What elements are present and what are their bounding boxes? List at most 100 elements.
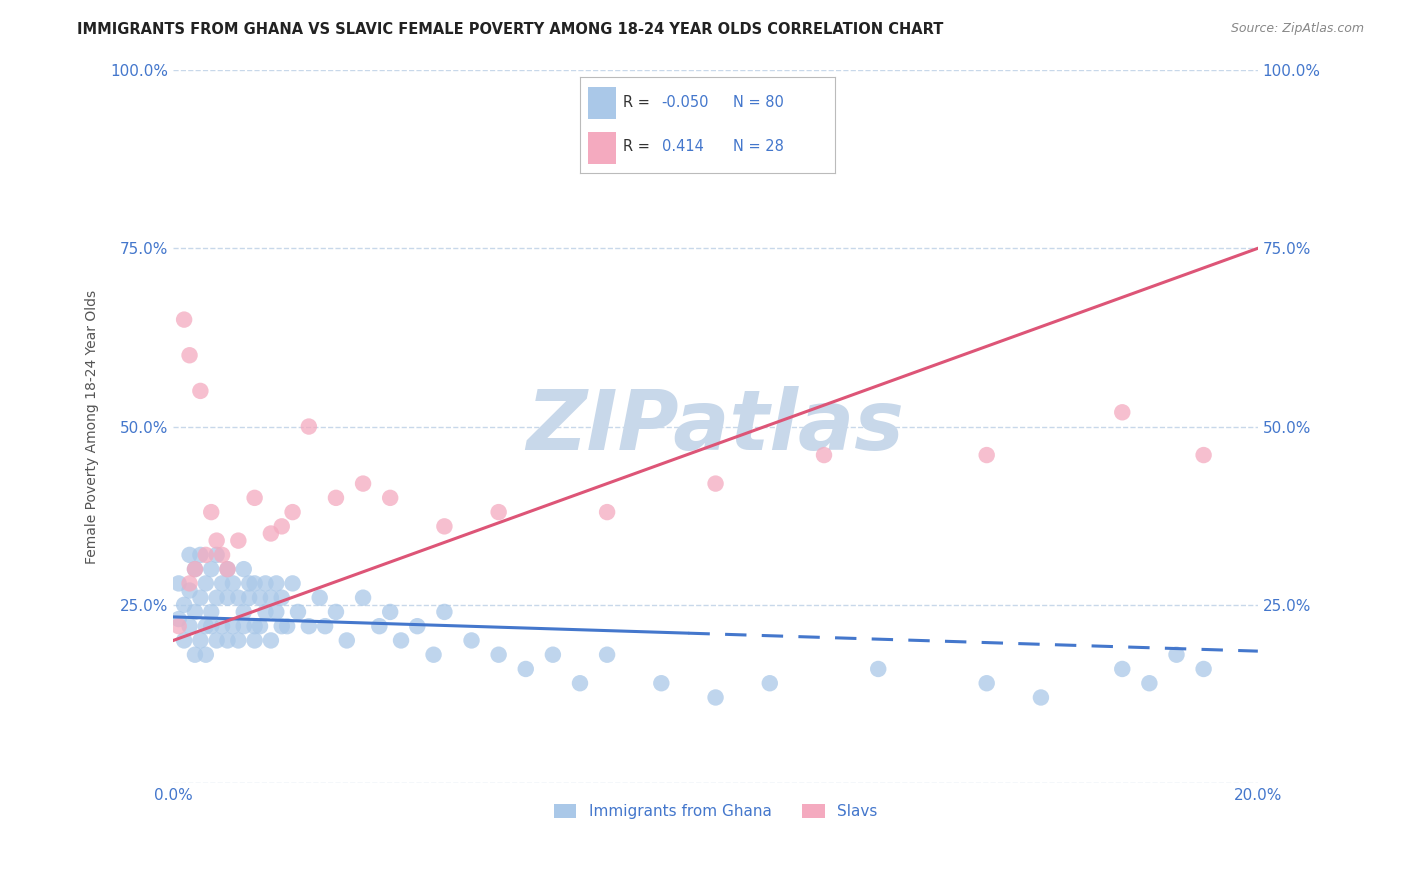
Point xyxy=(270,519,292,533)
Point xyxy=(1111,662,1133,676)
Point xyxy=(260,526,283,541)
Point xyxy=(298,619,321,633)
Point xyxy=(211,548,233,562)
Point xyxy=(352,591,374,605)
Point xyxy=(488,505,510,519)
Y-axis label: Female Poverty Among 18-24 Year Olds: Female Poverty Among 18-24 Year Olds xyxy=(86,290,100,564)
Point xyxy=(222,619,245,633)
Point xyxy=(184,562,207,576)
Point xyxy=(650,676,672,690)
Point xyxy=(1192,662,1215,676)
Point xyxy=(281,576,304,591)
Point xyxy=(1166,648,1188,662)
Point xyxy=(1029,690,1052,705)
Point xyxy=(232,562,254,576)
Point xyxy=(179,348,201,362)
Point xyxy=(200,619,222,633)
Point xyxy=(243,633,266,648)
Point xyxy=(243,576,266,591)
Point xyxy=(249,591,271,605)
Point xyxy=(704,476,727,491)
Point xyxy=(184,605,207,619)
Point xyxy=(211,576,233,591)
Point xyxy=(380,491,402,505)
Point xyxy=(194,576,217,591)
Point xyxy=(190,548,212,562)
Point xyxy=(976,448,998,462)
Point xyxy=(205,548,228,562)
Point xyxy=(422,648,444,662)
Point xyxy=(194,648,217,662)
Point xyxy=(232,605,254,619)
Text: IMMIGRANTS FROM GHANA VS SLAVIC FEMALE POVERTY AMONG 18-24 YEAR OLDS CORRELATION: IMMIGRANTS FROM GHANA VS SLAVIC FEMALE P… xyxy=(77,22,943,37)
Point xyxy=(228,633,250,648)
Point xyxy=(325,605,347,619)
Point xyxy=(217,633,239,648)
Point xyxy=(541,648,564,662)
Point xyxy=(298,419,321,434)
Point xyxy=(211,619,233,633)
Point xyxy=(389,633,412,648)
Point xyxy=(200,505,222,519)
Point xyxy=(179,576,201,591)
Point xyxy=(704,690,727,705)
Point xyxy=(167,612,190,626)
Point xyxy=(173,633,195,648)
Point xyxy=(190,633,212,648)
Point xyxy=(488,648,510,662)
Point xyxy=(238,591,260,605)
Point xyxy=(380,605,402,619)
Point xyxy=(460,633,482,648)
Point xyxy=(194,619,217,633)
Text: Source: ZipAtlas.com: Source: ZipAtlas.com xyxy=(1230,22,1364,36)
Point xyxy=(260,633,283,648)
Legend: Immigrants from Ghana, Slavs: Immigrants from Ghana, Slavs xyxy=(547,797,884,825)
Point xyxy=(222,576,245,591)
Point xyxy=(194,548,217,562)
Point xyxy=(976,676,998,690)
Point xyxy=(249,619,271,633)
Text: ZIPatlas: ZIPatlas xyxy=(527,386,904,467)
Point xyxy=(596,505,619,519)
Point xyxy=(205,591,228,605)
Point xyxy=(270,619,292,633)
Point xyxy=(868,662,890,676)
Point xyxy=(758,676,780,690)
Point xyxy=(368,619,391,633)
Point xyxy=(314,619,336,633)
Point xyxy=(190,591,212,605)
Point xyxy=(813,448,835,462)
Point xyxy=(406,619,429,633)
Point xyxy=(260,591,283,605)
Point xyxy=(266,576,288,591)
Point xyxy=(281,505,304,519)
Point xyxy=(287,605,309,619)
Point xyxy=(1111,405,1133,419)
Point xyxy=(190,384,212,398)
Point xyxy=(254,605,277,619)
Point xyxy=(1192,448,1215,462)
Point xyxy=(243,619,266,633)
Point xyxy=(200,562,222,576)
Point xyxy=(228,591,250,605)
Point xyxy=(266,605,288,619)
Point xyxy=(184,562,207,576)
Point xyxy=(179,619,201,633)
Point xyxy=(569,676,592,690)
Point xyxy=(167,619,190,633)
Point xyxy=(243,491,266,505)
Point xyxy=(336,633,359,648)
Point xyxy=(254,576,277,591)
Point xyxy=(179,583,201,598)
Point xyxy=(179,548,201,562)
Point xyxy=(167,576,190,591)
Point xyxy=(238,576,260,591)
Point xyxy=(276,619,298,633)
Point xyxy=(184,648,207,662)
Point xyxy=(232,619,254,633)
Point xyxy=(433,605,456,619)
Point xyxy=(200,605,222,619)
Point xyxy=(270,591,292,605)
Point xyxy=(205,633,228,648)
Point xyxy=(217,591,239,605)
